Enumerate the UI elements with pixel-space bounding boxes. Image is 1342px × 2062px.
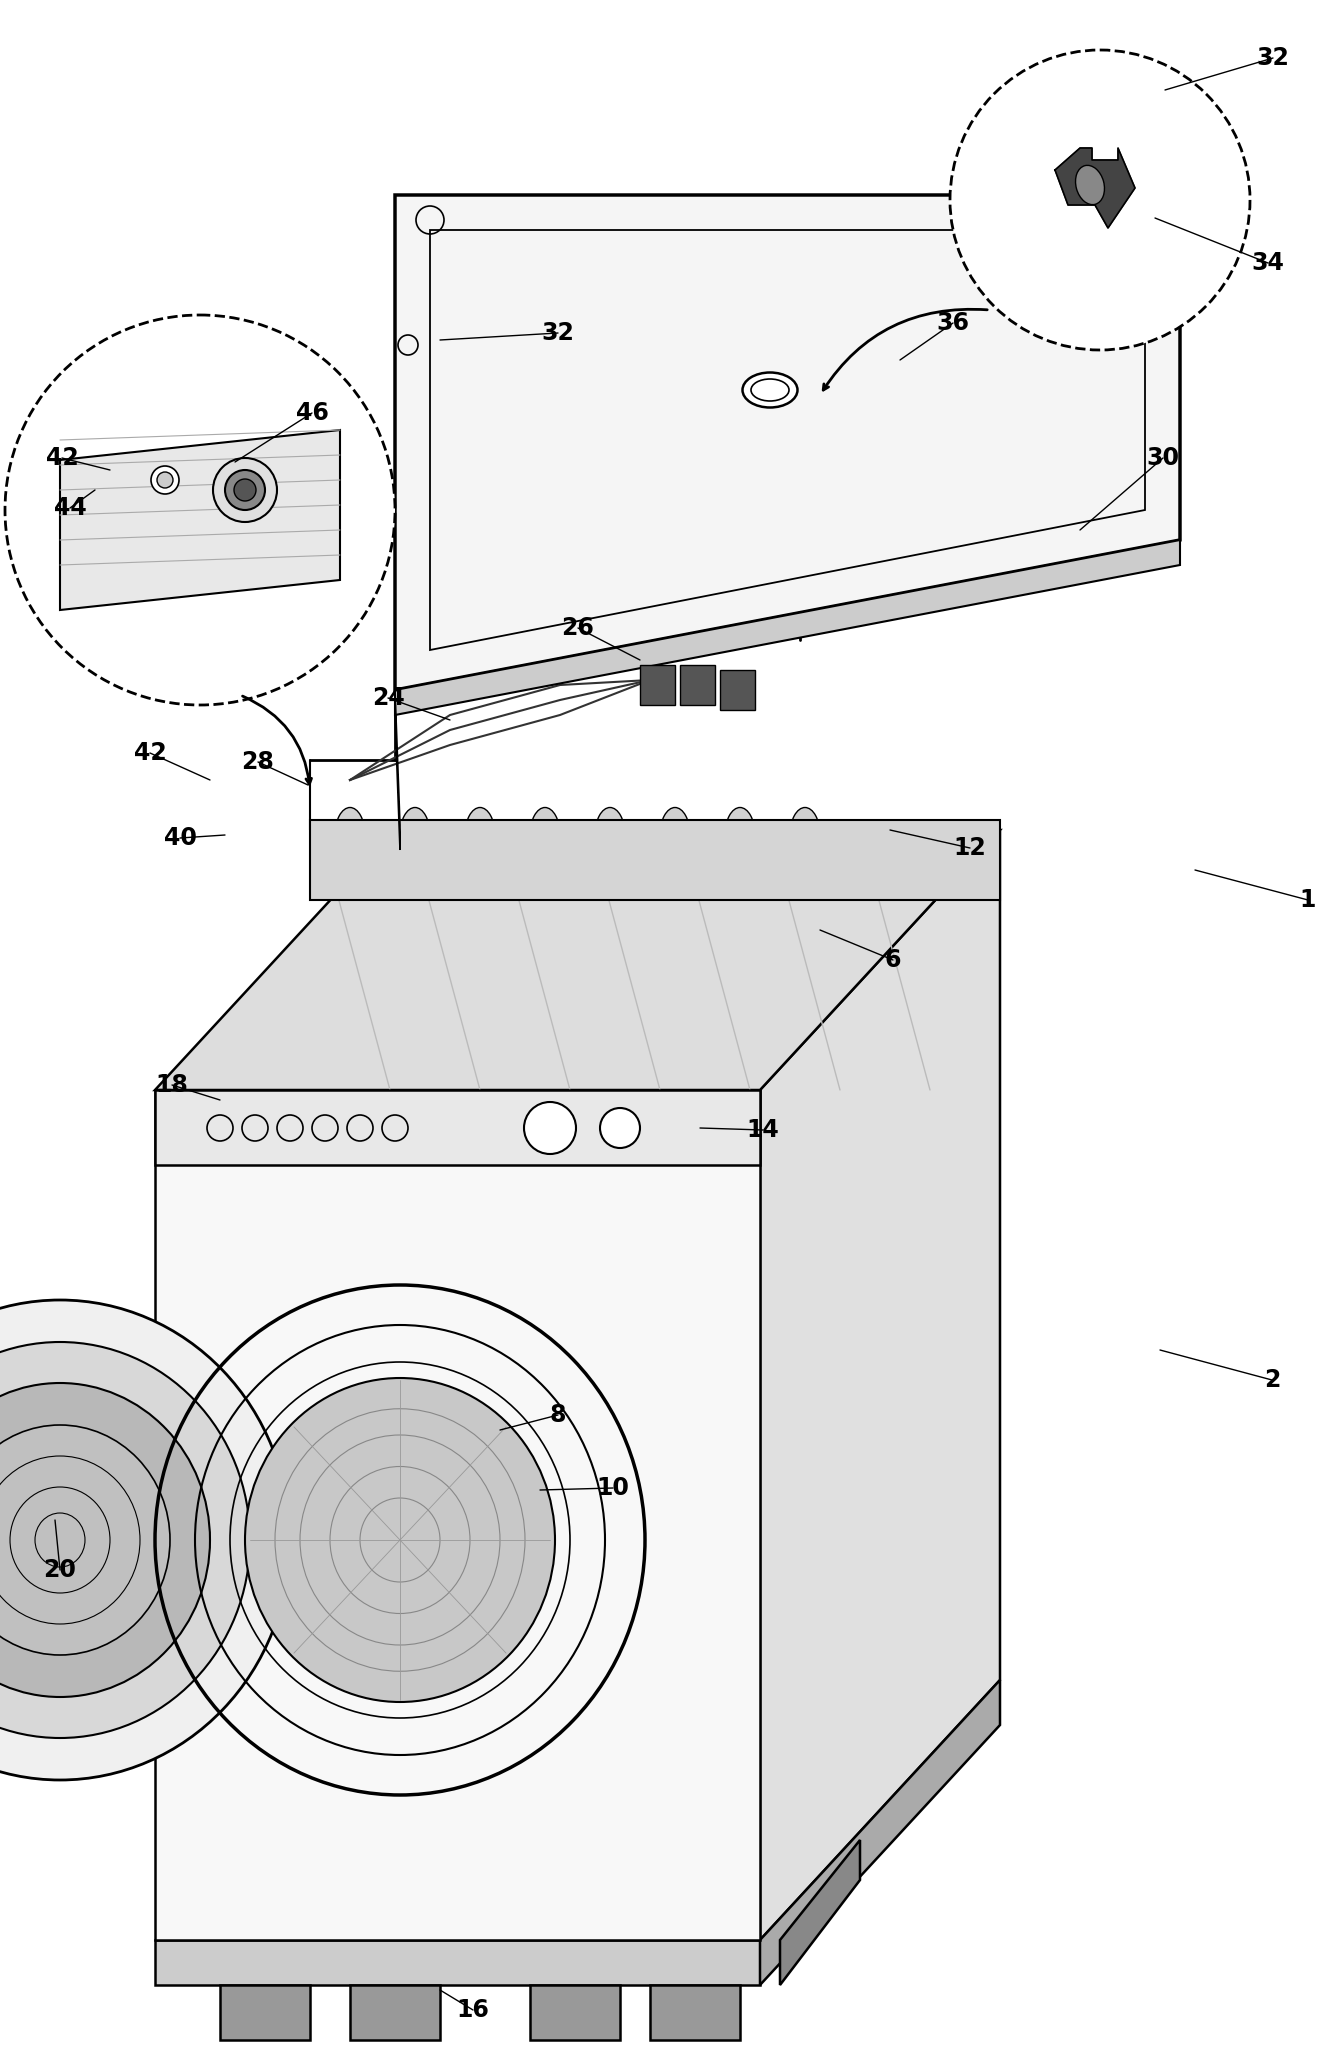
Polygon shape xyxy=(680,666,715,705)
Polygon shape xyxy=(395,196,1180,691)
Polygon shape xyxy=(395,691,400,850)
Ellipse shape xyxy=(725,808,756,862)
Ellipse shape xyxy=(0,1342,250,1738)
Text: 2: 2 xyxy=(1264,1367,1280,1392)
Circle shape xyxy=(5,315,395,705)
Circle shape xyxy=(157,472,173,489)
Polygon shape xyxy=(350,1986,440,2039)
Polygon shape xyxy=(154,1091,760,1165)
Polygon shape xyxy=(1055,148,1135,229)
Text: 18: 18 xyxy=(156,1072,188,1097)
Text: 42: 42 xyxy=(134,740,166,765)
Polygon shape xyxy=(154,1509,290,1569)
Polygon shape xyxy=(530,1986,620,2039)
Polygon shape xyxy=(760,831,1000,1940)
Polygon shape xyxy=(154,1091,760,1940)
Text: 20: 20 xyxy=(43,1559,76,1582)
Text: 32: 32 xyxy=(1256,45,1290,70)
Polygon shape xyxy=(154,831,1000,1091)
Text: 10: 10 xyxy=(597,1476,629,1499)
Text: 6: 6 xyxy=(884,949,902,971)
Text: 40: 40 xyxy=(164,827,196,850)
Text: 30: 30 xyxy=(1146,445,1180,470)
Text: 32: 32 xyxy=(542,322,574,344)
Ellipse shape xyxy=(336,808,365,862)
Ellipse shape xyxy=(742,373,797,408)
Ellipse shape xyxy=(790,808,820,862)
Polygon shape xyxy=(760,1681,1000,1986)
Text: 16: 16 xyxy=(456,1998,490,2023)
Polygon shape xyxy=(310,821,1000,899)
Text: 8: 8 xyxy=(550,1402,566,1427)
Text: 14: 14 xyxy=(746,1118,780,1142)
Text: 12: 12 xyxy=(954,835,986,860)
Ellipse shape xyxy=(246,1377,556,1701)
Circle shape xyxy=(152,466,178,495)
Polygon shape xyxy=(780,1839,860,1986)
Text: 44: 44 xyxy=(54,497,86,520)
Ellipse shape xyxy=(1075,165,1104,204)
Ellipse shape xyxy=(0,1425,170,1656)
Circle shape xyxy=(600,1107,640,1149)
Ellipse shape xyxy=(595,808,625,862)
Circle shape xyxy=(950,49,1249,351)
Text: 24: 24 xyxy=(372,687,404,709)
Polygon shape xyxy=(721,670,756,709)
Ellipse shape xyxy=(530,808,560,862)
Ellipse shape xyxy=(660,808,690,862)
Polygon shape xyxy=(60,431,340,610)
Polygon shape xyxy=(640,666,675,705)
Circle shape xyxy=(523,1101,576,1155)
Ellipse shape xyxy=(400,808,429,862)
Circle shape xyxy=(213,458,276,522)
Text: 28: 28 xyxy=(242,751,274,773)
Polygon shape xyxy=(395,540,1180,716)
Text: 34: 34 xyxy=(1252,252,1284,274)
Text: 46: 46 xyxy=(295,400,329,425)
Text: 36: 36 xyxy=(937,311,969,334)
Text: 26: 26 xyxy=(561,617,595,639)
Polygon shape xyxy=(220,1986,310,2039)
Circle shape xyxy=(225,470,264,509)
Ellipse shape xyxy=(464,808,495,862)
Text: 42: 42 xyxy=(46,445,78,470)
Circle shape xyxy=(234,478,256,501)
Text: 1: 1 xyxy=(1300,889,1317,911)
Ellipse shape xyxy=(0,1299,290,1780)
Polygon shape xyxy=(154,1940,760,1986)
Ellipse shape xyxy=(0,1384,209,1697)
Polygon shape xyxy=(650,1986,739,2039)
